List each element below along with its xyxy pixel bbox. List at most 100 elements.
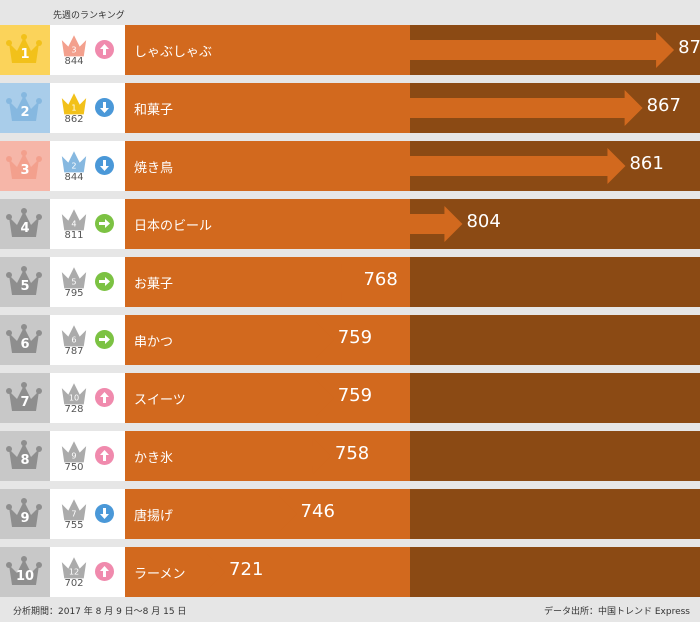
previous-week-cell: 5 795 (50, 257, 125, 307)
ranking-row: 4 4 811 日本のビール 804 (0, 199, 700, 249)
previous-crown-icon: 9 (61, 441, 87, 463)
item-name: 日本のビール (134, 219, 213, 234)
rank-cell: 2 (0, 83, 50, 133)
previous-crown-shape (61, 441, 87, 463)
crown-jewel (21, 92, 27, 98)
item-name: しゃぶしゃぶ (134, 45, 213, 60)
bar-background (410, 489, 700, 539)
crown-jewel (21, 498, 27, 504)
previous-crown-icon: 7 (61, 499, 87, 521)
previous-value: 862 (64, 114, 84, 125)
previous-crown-icon: 6 (61, 325, 87, 347)
crown-shape (9, 327, 39, 353)
crown-icon: 3 (6, 150, 42, 179)
crown-jewel (21, 382, 27, 388)
rank-cell: 6 (0, 315, 50, 365)
previous-rank: 7 (71, 508, 76, 518)
item-value: 759 (337, 385, 373, 406)
arrow-right-icon (95, 214, 114, 233)
value-arrow (125, 206, 463, 242)
previous-rank: 10 (69, 392, 79, 402)
previous-crown-shape (61, 383, 87, 405)
bar-background (410, 373, 700, 423)
previous-rank: 3 (71, 44, 76, 54)
previous-week-cell: 10 728 (50, 373, 125, 423)
ranking-row: 6 6 787 串かつ 759 (0, 315, 700, 365)
previous-week-cell: 12 702 (50, 547, 125, 597)
rank-number: 9 (20, 511, 29, 526)
previous-week-cell: 3 844 (50, 25, 125, 75)
previous-crown-icon: 5 (61, 267, 87, 289)
rank-number: 4 (20, 221, 29, 236)
bar-cell: ラーメン 721 (125, 547, 700, 597)
previous-crown-icon: 1 (61, 93, 87, 115)
previous-crown-icon: 12 (61, 557, 87, 579)
item-value: 758 (334, 443, 370, 464)
previous-value: 728 (64, 404, 84, 415)
value-arrow (125, 90, 643, 126)
value-arrow (125, 264, 360, 300)
ranking-row: 10 12 702 ラーメン 721 (0, 547, 700, 597)
item-value: 867 (646, 95, 681, 116)
crown-jewel (6, 214, 12, 220)
crown-jewel (6, 504, 12, 510)
ranking-row: 2 1 862 和菓子 867 (0, 83, 700, 133)
rank-number: 8 (20, 453, 29, 468)
bar-cell: スイーツ 759 (125, 373, 700, 423)
bar-mark (125, 32, 675, 68)
item-value: 721 (229, 559, 264, 580)
ranking-row: 5 5 795 お菓子 768 (0, 257, 700, 307)
crown-jewel (21, 324, 27, 330)
arrow-right-icon (95, 330, 114, 349)
crown-shape (9, 211, 39, 237)
bar-background (410, 315, 700, 365)
previous-value: 702 (64, 578, 84, 589)
item-name: 唐揚げ (134, 509, 174, 524)
previous-rank: 5 (71, 276, 76, 286)
bar-cell: 和菓子 867 (125, 83, 700, 133)
previous-rank: 2 (71, 160, 76, 170)
item-name: お菓子 (134, 277, 174, 292)
crown-jewel (6, 98, 12, 104)
rank-cell: 8 (0, 431, 50, 481)
arrow-up-icon (95, 388, 114, 407)
data-source: データ出所：中国トレンド Express (543, 607, 690, 617)
crown-jewel (36, 40, 42, 46)
previous-week-cell: 4 811 (50, 199, 125, 249)
crown-icon: 1 (6, 34, 42, 63)
crown-jewel (36, 330, 42, 336)
rank-cell: 1 (0, 25, 50, 75)
previous-week-header: 先週のランキング (53, 11, 125, 21)
crown-icon: 7 (6, 382, 42, 411)
crown-shape (9, 559, 39, 585)
crown-shape (9, 153, 39, 179)
bar-cell: 焼き鳥 861 (125, 141, 700, 191)
bar-mark (125, 438, 331, 474)
bar-background (410, 257, 700, 307)
previous-crown-icon: 3 (61, 35, 87, 57)
previous-crown-icon: 4 (61, 209, 87, 231)
previous-rank: 9 (71, 450, 76, 460)
crown-icon: 10 (6, 556, 42, 585)
crown-shape (9, 443, 39, 469)
previous-value: 750 (64, 462, 84, 473)
ranking-row: 7 10 728 スイーツ 759 (0, 373, 700, 423)
crown-shape (9, 385, 39, 411)
rank-cell: 5 (0, 257, 50, 307)
bar-cell: かき氷 758 (125, 431, 700, 481)
crown-jewel (36, 214, 42, 220)
previous-crown-shape (61, 151, 87, 173)
bar-cell: 唐揚げ 746 (125, 489, 700, 539)
crown-jewel (21, 440, 27, 446)
previous-rank: 4 (71, 218, 76, 228)
crown-jewel (6, 562, 12, 568)
crown-shape (9, 269, 39, 295)
previous-crown-shape (61, 325, 87, 347)
previous-crown-shape (61, 35, 87, 57)
previous-crown-icon: 10 (61, 383, 87, 405)
rank-number: 2 (20, 105, 29, 120)
bar-background (410, 547, 700, 597)
crown-jewel (36, 156, 42, 162)
bar-mark (125, 264, 360, 300)
previous-week-cell: 7 755 (50, 489, 125, 539)
